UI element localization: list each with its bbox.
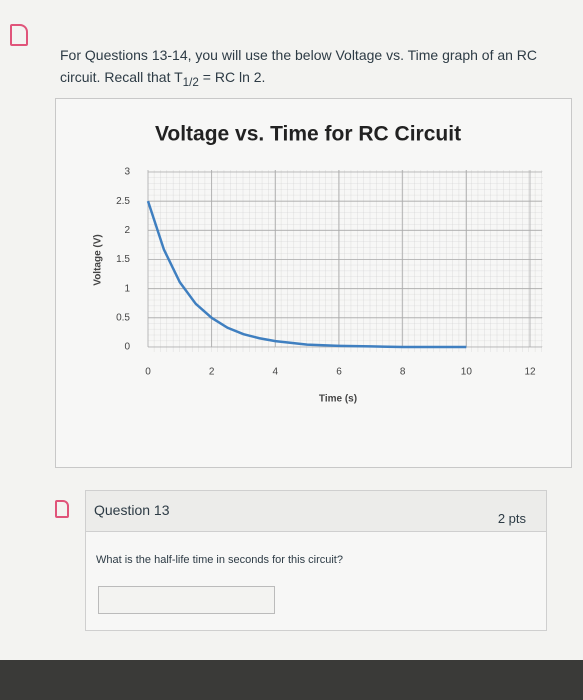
x-tick-label: 4 [273, 367, 279, 378]
flag-icon[interactable] [55, 500, 69, 518]
intro: For Questions 13-14, you will use the be… [60, 44, 560, 94]
x-tick-label: 12 [524, 367, 536, 378]
x-tick-label: 0 [145, 367, 151, 378]
y-tick-label: 3 [124, 167, 130, 178]
question-title: Question 13 [94, 502, 170, 518]
y-axis-label: Voltage (V) [93, 234, 104, 285]
data-line [146, 200, 467, 349]
answer-input[interactable] [98, 586, 275, 614]
intro-rest: = RC ln 2. [202, 69, 266, 85]
quiz-page: For Questions 13-14, you will use the be… [0, 0, 583, 660]
y-tick-label: 1 [124, 283, 130, 294]
subscript: 1/2 [182, 75, 199, 89]
chart-title: Voltage vs. Time for RC Circuit [155, 123, 461, 146]
y-tick-label: 2 [124, 225, 130, 236]
question-prompt: What is the half-life time in seconds fo… [96, 554, 343, 566]
question-points: 2 pts [497, 511, 526, 526]
chart: Voltage vs. Time for RC Circuit Time (s)… [93, 123, 543, 405]
y-tick-label: 1.5 [116, 254, 130, 265]
intro-text: For Questions 13-14, you will use the be… [60, 47, 538, 85]
x-axis-label: Time (s) [319, 394, 357, 405]
x-tick-label: 10 [461, 367, 473, 378]
y-tick-label: 0.5 [116, 312, 130, 323]
y-tick-label: 0 [124, 342, 130, 353]
x-tick-label: 2 [209, 367, 215, 378]
x-tick-label: 8 [400, 367, 406, 378]
flag-icon[interactable] [10, 24, 28, 46]
y-tick-label: 2.5 [116, 196, 130, 207]
question-header: Question 13 2 pts [85, 490, 547, 532]
x-tick-label: 6 [336, 367, 342, 378]
question-body: What is the half-life time in seconds fo… [85, 531, 547, 631]
minor-grid [148, 170, 543, 352]
screen-bezel [0, 660, 583, 700]
